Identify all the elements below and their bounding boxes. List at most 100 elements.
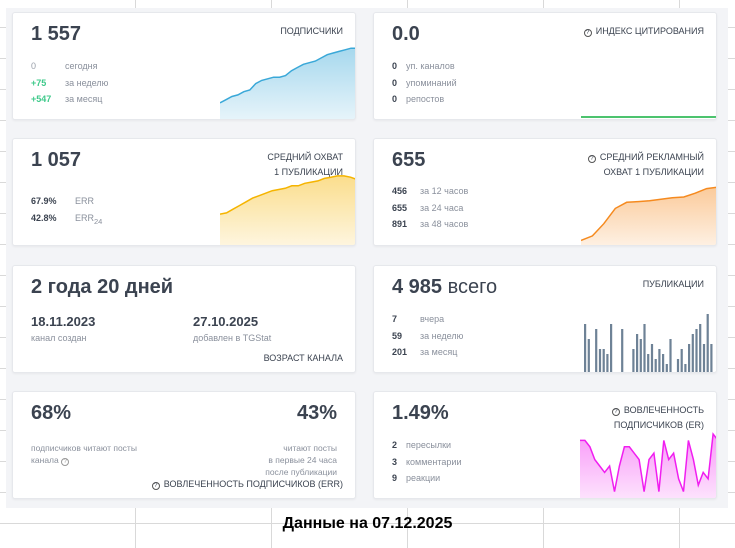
posts-value: 4 985 всего [392, 276, 498, 298]
posts-bar [587, 339, 590, 372]
er-area [580, 434, 716, 498]
created-label: канал создан [31, 333, 87, 343]
row-label: за 24 часа [420, 202, 464, 213]
row-label: за 48 часов [420, 219, 469, 229]
reach-card[interactable]: 1 057 СРЕДНИЙ ОХВАТ 1 ПУБЛИКАЦИИ 67.9% ERR… [12, 138, 356, 246]
subscribers-sparkline [220, 47, 355, 119]
err-right-value: 43% [296, 402, 337, 424]
posts-bar [710, 344, 713, 372]
row-label: за неделю [65, 77, 109, 88]
row-value: 7 [392, 314, 398, 324]
subscribers-today: 0 [31, 61, 37, 71]
posts-bar-chart [584, 314, 713, 372]
posts-bar [691, 334, 694, 372]
row-value: 0 [392, 94, 398, 104]
ad-reach-area [581, 187, 716, 245]
posts-card[interactable]: 4 985 всего ПУБЛИКАЦИИ 7 вчера 59 за недел… [373, 265, 717, 373]
subscribers-value: 1 557 [31, 23, 82, 45]
ad-reach-title: ? СРЕДНИЙ РЕКЛАМНЫЙ ОХВАТ 1 ПУБЛИКАЦИИ [587, 150, 704, 180]
subscribers-week: +75 [31, 77, 47, 88]
row-label: ERR [75, 196, 95, 206]
added-date: 27.10.2025 [193, 314, 259, 329]
citation-card[interactable]: 0.0 ? ИНДЕКС ЦИТИРОВАНИЯ 0 уп. каналов 0 уп… [373, 12, 717, 120]
help-icon[interactable]: ? [61, 458, 70, 466]
help-icon[interactable]: ? [611, 408, 620, 416]
posts-bar [647, 354, 650, 372]
row-value: 655 [392, 202, 408, 213]
age-card[interactable]: 2 года 20 дней 18.11.2023 канал создан 2… [12, 265, 356, 373]
er-sparkline [580, 432, 716, 498]
er-value: 1.49% [392, 402, 449, 424]
er-line [580, 432, 716, 492]
created-date: 18.11.2023 [31, 314, 96, 329]
posts-bar [598, 349, 602, 372]
posts-bar [706, 314, 709, 372]
err24-value: 42.8% [31, 212, 57, 223]
err-left-value: 68% [31, 402, 72, 424]
row-label: репостов [406, 94, 445, 104]
reach-title: СРЕДНИЙ ОХВАТ 1 ПУБЛИКАЦИИ [267, 152, 343, 177]
err-title: ? ВОВЛЕЧЕННОСТЬ ПОДПИСЧИКОВ (ERR) [151, 477, 343, 492]
posts-bar [654, 359, 657, 372]
posts-bar [676, 359, 680, 372]
row-label: ERR24 [75, 212, 103, 226]
row-label: за месяц [65, 94, 103, 104]
age-value: 2 года 20 дней [31, 276, 174, 298]
ad-reach-line [581, 186, 716, 242]
row-label: за месяц [420, 347, 458, 357]
ad-reach-card[interactable]: 655 ? СРЕДНИЙ РЕКЛАМНЫЙ ОХВАТ 1 ПУБЛИКАЦИИ… [373, 138, 717, 246]
posts-bar [695, 329, 698, 372]
posts-bar [606, 354, 609, 372]
posts-title: ПУБЛИКАЦИИ [642, 279, 704, 289]
row-label: за неделю [420, 330, 464, 341]
reach-sparkline [220, 175, 355, 245]
data-date-caption: Данные на 07.12.2025 [282, 515, 453, 532]
posts-bar [684, 364, 687, 372]
row-label: вчера [420, 314, 445, 324]
subscribers-card[interactable]: 1 557 ПОДПИСЧИКИ 0 сегодня +75 за неделю +… [12, 12, 356, 120]
posts-bar [669, 339, 672, 372]
help-icon[interactable]: ? [151, 482, 160, 490]
citation-value: 0.0 [392, 23, 420, 45]
posts-bar [699, 324, 702, 372]
subscribers-area [220, 48, 355, 119]
err-card[interactable]: 68% подписчиков читают посты канала ? 43%… [12, 391, 356, 499]
er-title: ? ВОВЛЕЧЕННОСТЬ ПОДПИСЧИКОВ (ER) [611, 405, 704, 430]
posts-bar [662, 354, 665, 372]
subscribers-month: +547 [31, 94, 52, 104]
posts-bar [680, 349, 683, 372]
reach-area [220, 175, 355, 245]
posts-bar [636, 334, 639, 372]
row-value: 9 [392, 473, 398, 483]
posts-bar [643, 324, 646, 372]
reach-value: 1 057 [31, 149, 82, 171]
help-icon[interactable]: ? [587, 155, 596, 163]
ad-reach-value: 655 [392, 149, 426, 171]
row-label: упоминаний [406, 77, 457, 88]
citation-title: ? ИНДЕКС ЦИТИРОВАНИЯ [583, 24, 704, 39]
posts-bar [602, 349, 605, 372]
row-value: 456 [392, 186, 408, 196]
er-card[interactable]: 1.49% ? ВОВЛЕЧЕННОСТЬ ПОДПИСЧИКОВ (ER) 2 пе… [373, 391, 717, 499]
err-value: 67.9% [31, 196, 57, 206]
row-value: 3 [392, 456, 398, 467]
posts-bar [610, 324, 613, 372]
citation-sparkline [581, 116, 716, 118]
posts-bar [650, 344, 654, 372]
posts-bar [632, 349, 635, 372]
subscribers-title: ПОДПИСЧИКИ [280, 26, 343, 36]
posts-bar [621, 329, 624, 372]
row-label: сегодня [65, 61, 98, 71]
posts-bar [584, 324, 587, 372]
posts-bar [639, 339, 642, 372]
subscribers-line [220, 47, 355, 104]
posts-bar [702, 344, 706, 372]
help-icon[interactable]: ? [583, 29, 592, 37]
row-label: реакции [406, 473, 441, 483]
row-value: 59 [392, 330, 403, 341]
posts-bar [595, 329, 598, 372]
row-label: уп. каналов [406, 61, 455, 71]
ad-reach-sparkline [581, 186, 716, 245]
reach-line [220, 175, 355, 215]
row-label: пересылки [406, 440, 452, 450]
